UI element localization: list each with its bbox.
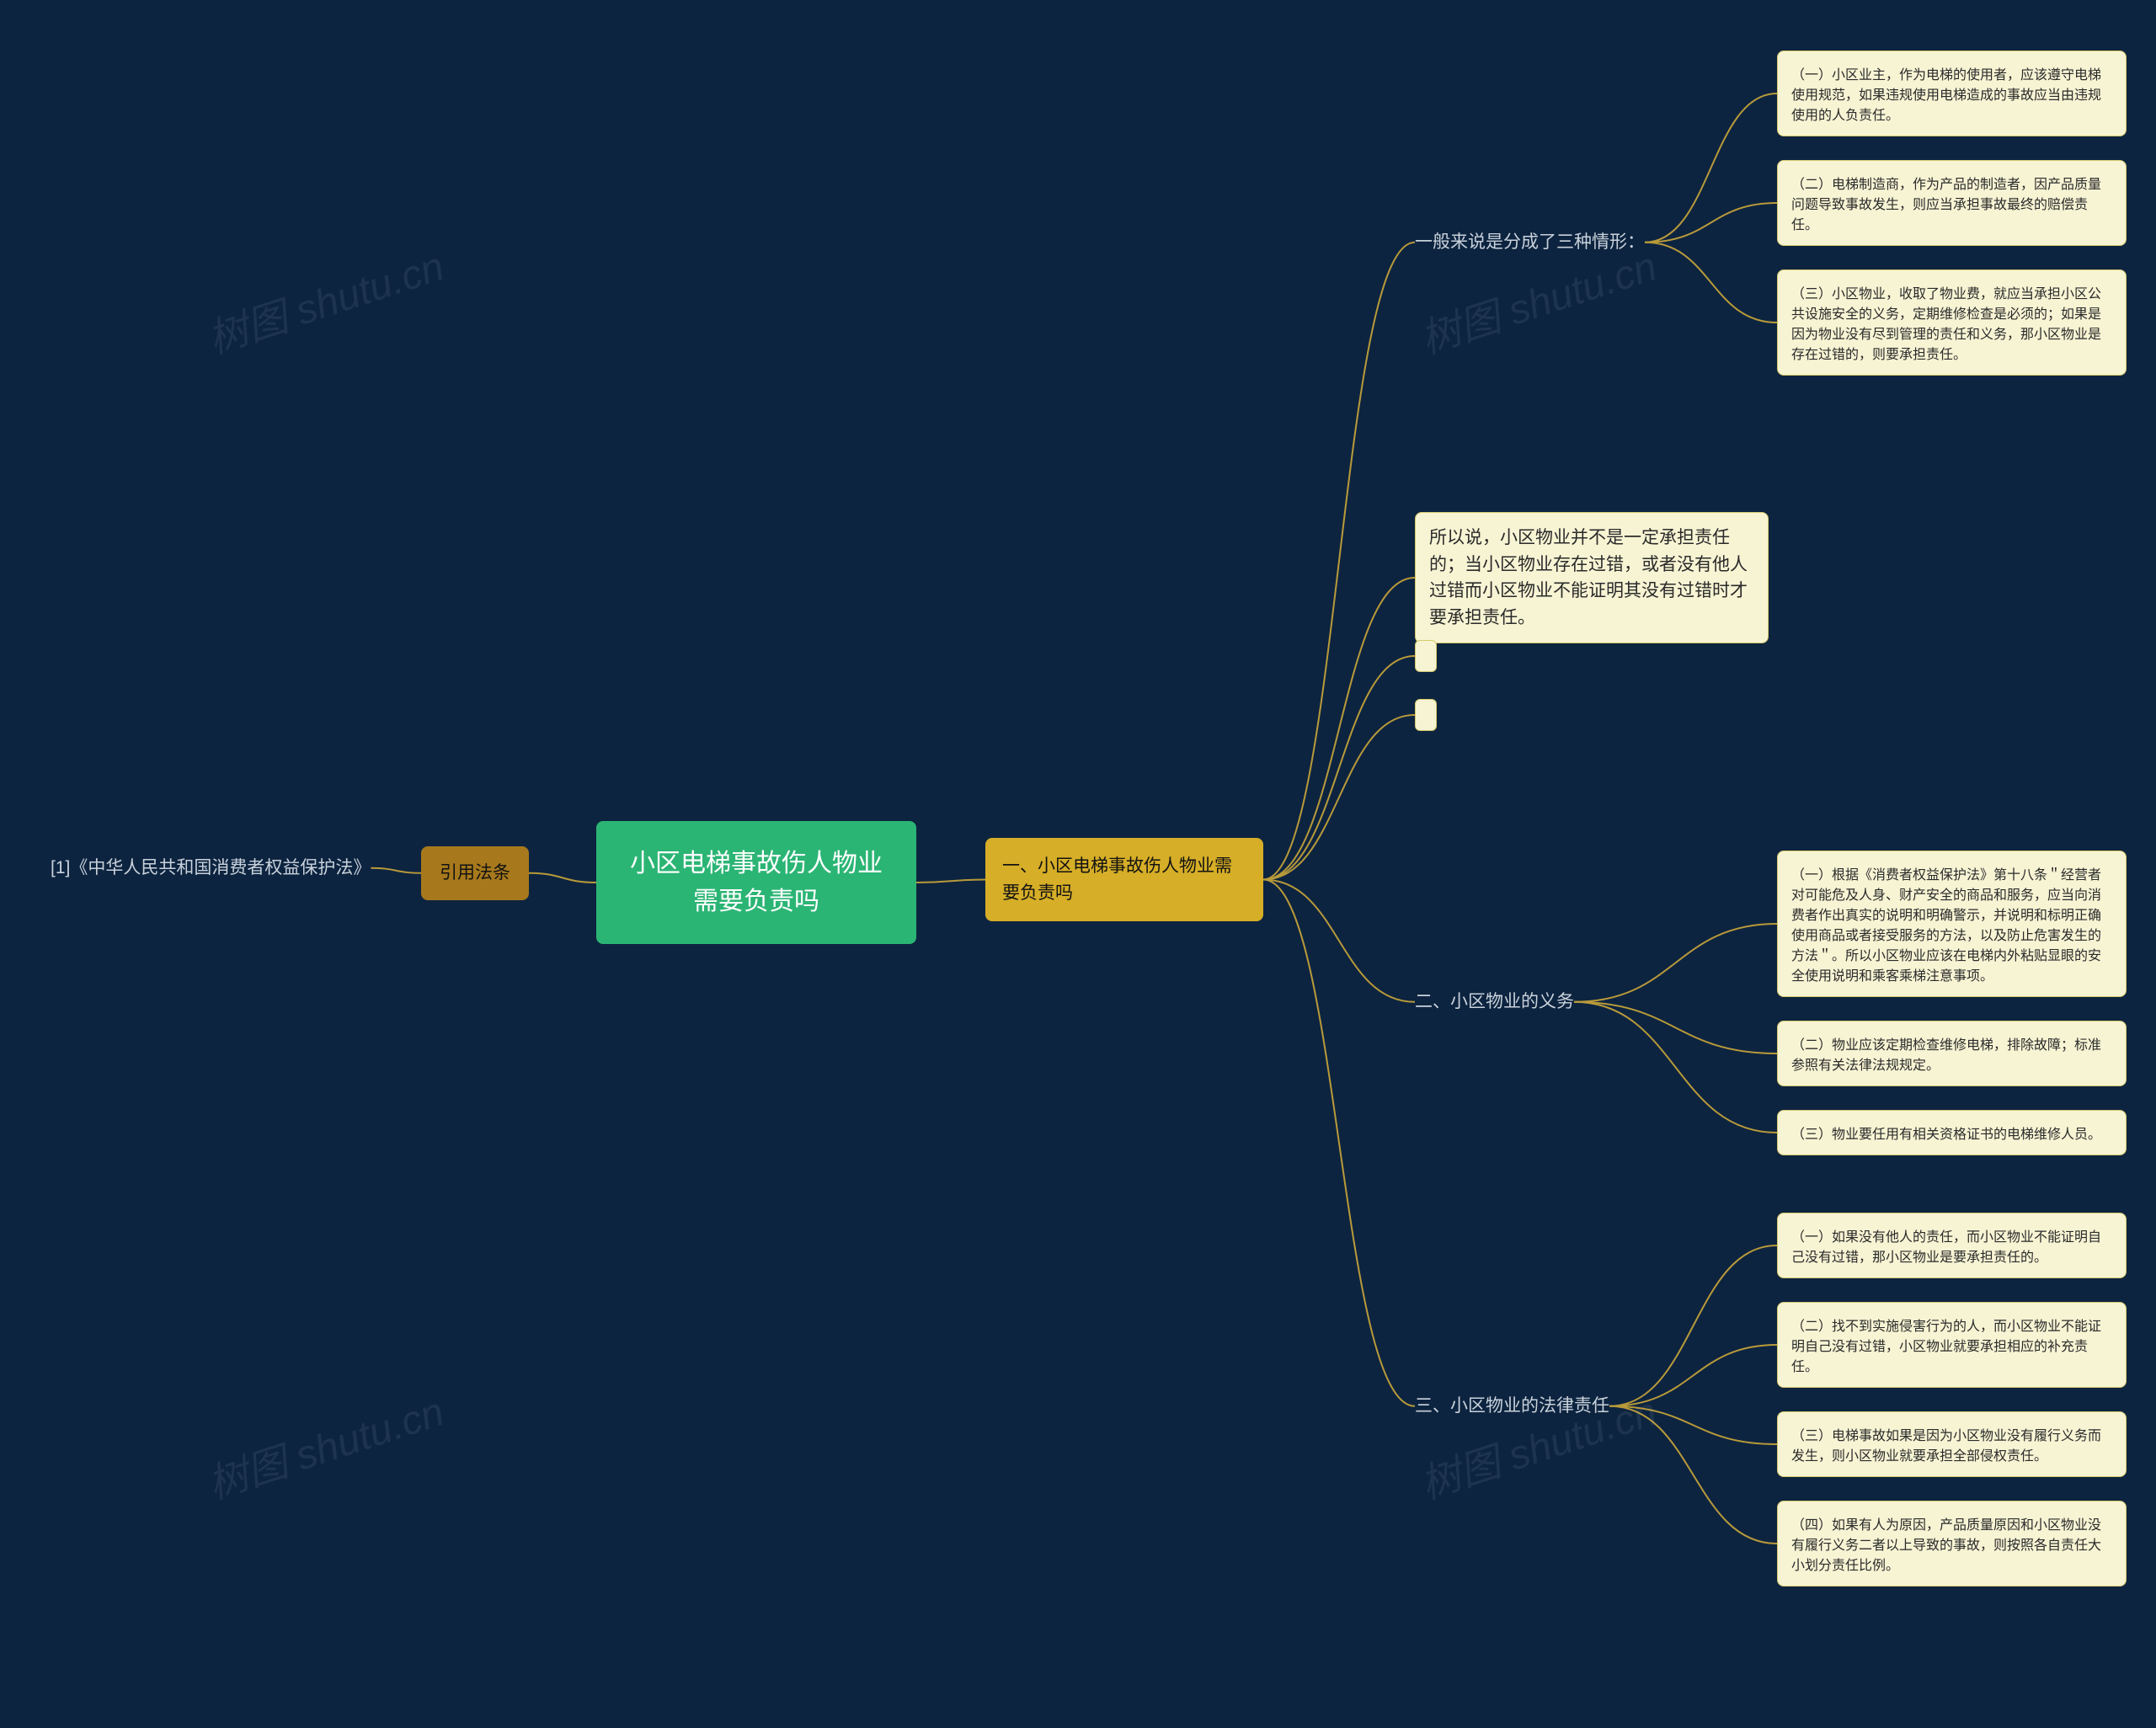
mid-node-liability: 三、小区物业的法律责任 bbox=[1415, 1389, 1609, 1423]
leaf-group-situations: （一）小区业主，作为电梯的使用者，应该遵守电梯使用规范，如果违规使用电梯造成的事… bbox=[1777, 51, 2127, 376]
leaf-node: （一）根据《消费者权益保护法》第十八条＂经营者对可能危及人身、财产安全的商品和服… bbox=[1777, 851, 2127, 997]
branch-right: 一、小区电梯事故伤人物业需要负责吗 bbox=[985, 838, 1263, 921]
leaf-node: （四）如果有人为原因，产品质量原因和小区物业没有履行义务二者以上导致的事故，则按… bbox=[1777, 1501, 2127, 1587]
watermark: 树图 shutu.cn bbox=[199, 233, 450, 365]
empty-leaf bbox=[1415, 699, 1437, 731]
leaf-node: （一）小区业主，作为电梯的使用者，应该遵守电梯使用规范，如果违规使用电梯造成的事… bbox=[1777, 51, 2127, 136]
leaf-node: （二）电梯制造商，作为产品的制造者，因产品质量问题导致事故发生，则应当承担事故最… bbox=[1777, 160, 2127, 246]
leaf-node: （三）电梯事故如果是因为小区物业没有履行义务而发生，则小区物业就要承担全部侵权责… bbox=[1777, 1411, 2127, 1477]
leaf-node: （三）物业要任用有相关资格证书的电梯维修人员。 bbox=[1777, 1110, 2127, 1155]
leaf-group-liability: （一）如果没有他人的责任，而小区物业不能证明自己没有过错，那小区物业是要承担责任… bbox=[1777, 1213, 2127, 1587]
mid-node-situations: 一般来说是分成了三种情形： bbox=[1415, 226, 1645, 259]
mid-note-conclusion: 所以说，小区物业并不是一定承担责任的；当小区物业存在过错，或者没有他人过错而小区… bbox=[1415, 512, 1769, 643]
ref-node: 引用法条 bbox=[421, 846, 529, 900]
leaf-group-duties: （一）根据《消费者权益保护法》第十八条＂经营者对可能危及人身、财产安全的商品和服… bbox=[1777, 851, 2127, 1155]
leaf-node: （三）小区物业，收取了物业费，就应当承担小区公共设施安全的义务，定期维修检查是必… bbox=[1777, 269, 2127, 376]
watermark: 树图 shutu.cn bbox=[199, 1379, 450, 1510]
root-node: 小区电梯事故伤人物业需要负责吗 bbox=[596, 821, 916, 944]
leaf-node: （二）找不到实施侵害行为的人，而小区物业不能证明自己没有过错，小区物业就要承担相… bbox=[1777, 1302, 2127, 1388]
mid-node-duties: 二、小区物业的义务 bbox=[1415, 985, 1574, 1019]
ref-leaf: [1]《中华人民共和国消费者权益保护法》 bbox=[51, 855, 371, 882]
leaf-node: （二）物业应该定期检查维修电梯，排除故障；标准参照有关法律法规规定。 bbox=[1777, 1021, 2127, 1086]
leaf-node: （一）如果没有他人的责任，而小区物业不能证明自己没有过错，那小区物业是要承担责任… bbox=[1777, 1213, 2127, 1278]
empty-leaf bbox=[1415, 640, 1437, 672]
